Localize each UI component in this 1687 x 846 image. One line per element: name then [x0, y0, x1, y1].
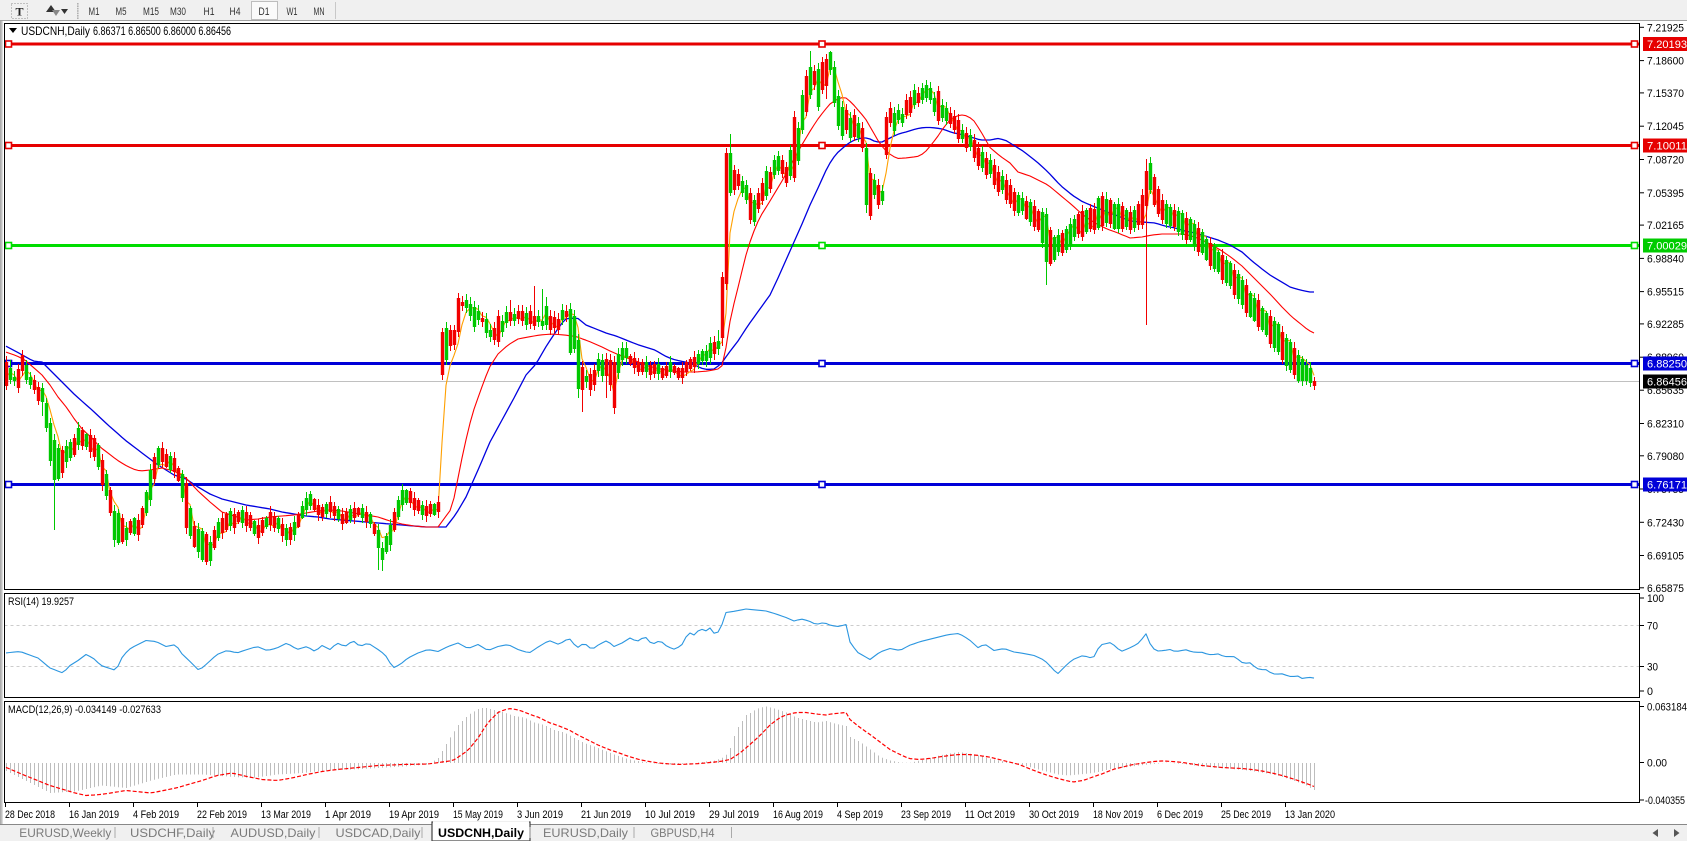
svg-text:22 Feb 2019: 22 Feb 2019 [197, 809, 247, 821]
svg-text:7.08720: 7.08720 [1647, 155, 1684, 167]
svg-text:7.02165: 7.02165 [1647, 220, 1684, 232]
svg-text:EURUSD,Daily: EURUSD,Daily [543, 826, 628, 840]
svg-text:16 Aug 2019: 16 Aug 2019 [773, 809, 823, 821]
svg-text:18 Nov 2019: 18 Nov 2019 [1093, 809, 1143, 821]
svg-text:1 Apr 2019: 1 Apr 2019 [325, 809, 371, 821]
svg-text:6.86456: 6.86456 [1647, 377, 1687, 389]
svg-text:H4: H4 [230, 6, 241, 18]
svg-text:29 Jul 2019: 29 Jul 2019 [709, 809, 759, 821]
svg-text:0.063184: 0.063184 [1647, 702, 1687, 714]
svg-text:6.98840: 6.98840 [1647, 253, 1684, 265]
svg-text:13 Jan 2020: 13 Jan 2020 [1285, 809, 1335, 821]
svg-text:6.65875: 6.65875 [1647, 583, 1684, 595]
svg-text:6.72430: 6.72430 [1647, 517, 1684, 529]
svg-text:10 Jul 2019: 10 Jul 2019 [645, 809, 695, 821]
svg-text:W1: W1 [287, 6, 298, 18]
svg-text:USDCNH,Daily: USDCNH,Daily [21, 24, 90, 38]
svg-text:6.92285: 6.92285 [1647, 319, 1684, 331]
svg-text:11 Oct 2019: 11 Oct 2019 [965, 809, 1015, 821]
svg-text:6.88250: 6.88250 [1647, 359, 1687, 371]
svg-text:AUDUSD,Daily: AUDUSD,Daily [231, 826, 316, 840]
svg-text:6 Dec 2019: 6 Dec 2019 [1157, 809, 1203, 821]
svg-text:M15: M15 [143, 6, 159, 18]
svg-text:30 Oct 2019: 30 Oct 2019 [1029, 809, 1079, 821]
svg-text:19 Apr 2019: 19 Apr 2019 [389, 809, 439, 821]
svg-text:D1: D1 [259, 6, 270, 18]
svg-text:6.95515: 6.95515 [1647, 287, 1684, 299]
svg-text:6.82310: 6.82310 [1647, 419, 1684, 431]
svg-text:USDCNH,Daily: USDCNH,Daily [438, 826, 524, 840]
svg-text:7.05395: 7.05395 [1647, 188, 1684, 200]
svg-text:23 Sep 2019: 23 Sep 2019 [901, 809, 951, 821]
svg-text:6.76171: 6.76171 [1647, 480, 1687, 492]
svg-text:7.10011: 7.10011 [1647, 141, 1687, 153]
svg-text:T: T [15, 5, 23, 19]
svg-text:GBPUSD,H4: GBPUSD,H4 [651, 826, 715, 840]
svg-text:28 Dec 2018: 28 Dec 2018 [5, 809, 55, 821]
svg-text:13 Mar 2019: 13 Mar 2019 [261, 809, 311, 821]
svg-text:7.12045: 7.12045 [1647, 121, 1684, 133]
svg-text:M30: M30 [170, 6, 186, 18]
svg-text:6.79080: 6.79080 [1647, 451, 1684, 463]
svg-text:RSI(14) 19.9257: RSI(14) 19.9257 [8, 596, 74, 608]
svg-text:M1: M1 [89, 6, 100, 18]
svg-text:21 Jun 2019: 21 Jun 2019 [581, 809, 631, 821]
svg-text:7.18600: 7.18600 [1647, 56, 1684, 68]
svg-text:100: 100 [1647, 593, 1664, 605]
svg-text:3 Jun 2019: 3 Jun 2019 [517, 809, 563, 821]
svg-text:0: 0 [1647, 686, 1653, 698]
svg-text:30: 30 [1647, 662, 1658, 674]
svg-text:25 Dec 2019: 25 Dec 2019 [1221, 809, 1271, 821]
svg-text:USDCAD,Daily: USDCAD,Daily [336, 826, 421, 840]
svg-text:6.86371 6.86500 6.86000 6.8645: 6.86371 6.86500 6.86000 6.86456 [93, 24, 231, 38]
svg-text:H1: H1 [204, 6, 215, 18]
svg-text:7.20193: 7.20193 [1647, 39, 1687, 51]
svg-text:16 Jan 2019: 16 Jan 2019 [69, 809, 119, 821]
svg-text:7.21925: 7.21925 [1647, 22, 1684, 34]
svg-text:EURUSD,Weekly: EURUSD,Weekly [19, 826, 111, 840]
svg-text:4 Sep 2019: 4 Sep 2019 [837, 809, 883, 821]
svg-text:USDCHF,Daily: USDCHF,Daily [130, 826, 215, 840]
svg-text:15 May 2019: 15 May 2019 [453, 809, 503, 821]
svg-text:7.00029: 7.00029 [1647, 241, 1687, 253]
svg-text:-0.040355: -0.040355 [1645, 795, 1685, 807]
svg-text:70: 70 [1647, 621, 1658, 633]
svg-text:M5: M5 [116, 6, 127, 18]
svg-text:0.00: 0.00 [1647, 758, 1667, 770]
svg-text:MACD(12,26,9) -0.034149 -0.027: MACD(12,26,9) -0.034149 -0.027633 [8, 704, 161, 716]
svg-text:4 Feb 2019: 4 Feb 2019 [133, 809, 179, 821]
svg-text:MN: MN [314, 6, 325, 18]
svg-text:7.15370: 7.15370 [1647, 88, 1684, 100]
svg-text:6.69105: 6.69105 [1647, 551, 1684, 563]
